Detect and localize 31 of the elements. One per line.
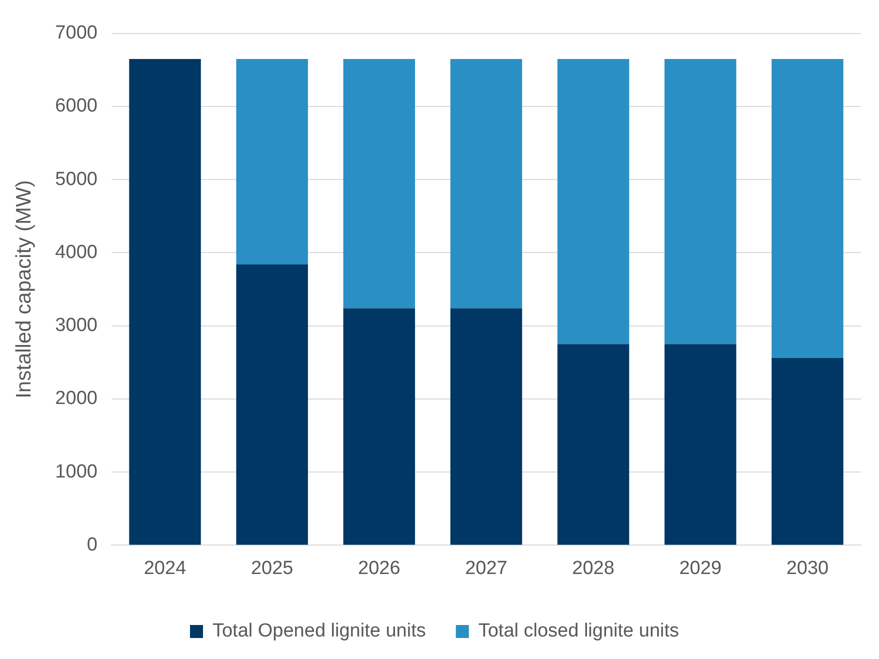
bar <box>664 344 736 545</box>
x-tick-label: 2030 <box>786 558 829 579</box>
x-tick-label: 2029 <box>679 558 722 579</box>
legend-label: Total closed lignite units <box>478 620 680 642</box>
bar <box>772 58 844 358</box>
legend-label: Total Opened lignite units <box>212 620 426 642</box>
bar <box>557 58 630 344</box>
bar <box>450 308 522 545</box>
x-tick-label: 2027 <box>465 558 508 579</box>
y-tick-label: 1000 <box>55 461 98 482</box>
bar <box>236 264 308 545</box>
bar <box>557 344 630 545</box>
bar <box>343 308 416 545</box>
bar <box>343 58 416 308</box>
bar <box>450 58 522 308</box>
x-tick-label: 2025 <box>250 558 294 579</box>
y-tick-label: 7000 <box>55 22 98 44</box>
y-tick-label: 2000 <box>55 388 98 410</box>
bar <box>664 58 736 344</box>
y-tick-label: 4000 <box>55 242 98 263</box>
x-tick-label: 2028 <box>572 558 614 579</box>
bar <box>772 358 844 545</box>
y-tick-label: 5000 <box>55 168 98 190</box>
x-tick-label: 2024 <box>144 558 187 579</box>
y-tick-label: 3000 <box>55 315 98 336</box>
bar <box>236 58 308 264</box>
y-tick-label: 6000 <box>55 96 98 117</box>
bar <box>129 58 201 545</box>
y-tick-label: 0 <box>86 534 98 556</box>
y-axis-title: Installed capacity (MW) <box>12 180 36 398</box>
x-tick-label: 2026 <box>358 558 400 579</box>
